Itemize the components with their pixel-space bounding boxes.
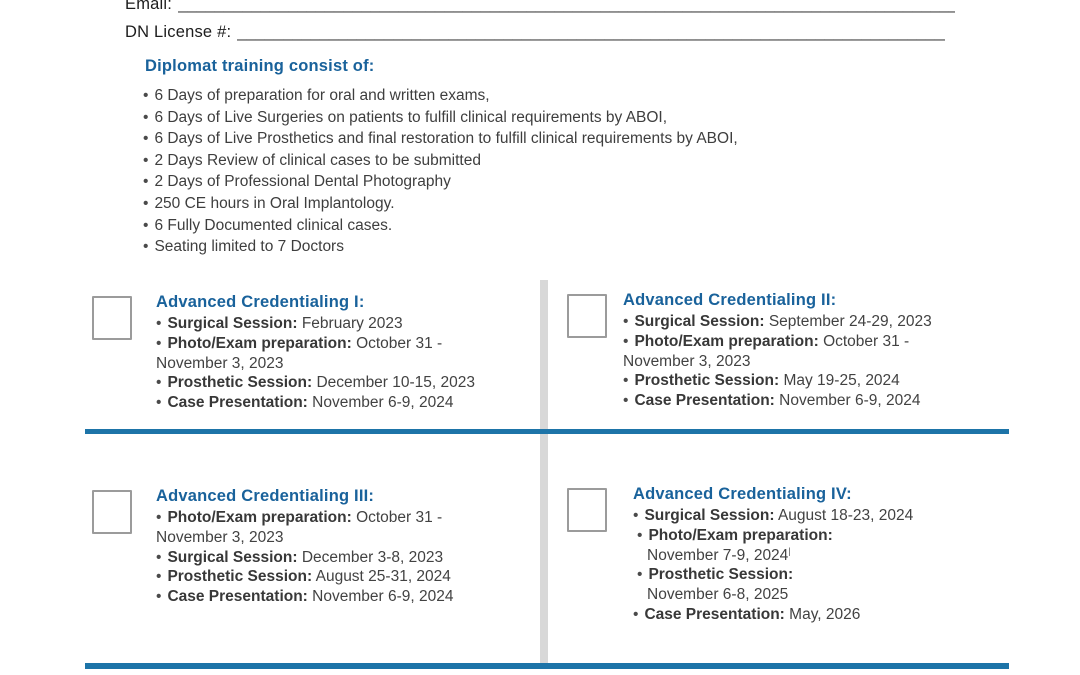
credentialing-4-details: Advanced Credentialing IV: • Surgical Ses…	[633, 485, 1001, 625]
session-line: • Surgical Session: August 18-23, 2024	[633, 507, 914, 524]
session-line: • Case Presentation: May, 2026	[633, 605, 861, 623]
session-line: • Prosthetic Session: November 6-8, 2025	[633, 565, 1001, 605]
session-line: • Photo/Exam preparation: October 31 - Nov…	[156, 508, 528, 548]
email-row: Email: _________________________________…	[125, 0, 955, 14]
session-line: • Photo/Exam preparation: November 7-9, 20…	[633, 526, 1001, 566]
session-line: • Case Presentation: November 6-9, 2024	[623, 392, 921, 410]
bullet-dot: •	[143, 238, 149, 256]
credentialing-2-checkbox[interactable]	[567, 294, 607, 338]
bullet-dot: •	[143, 87, 149, 104]
session-line: • Surgical Session: February 2023	[156, 315, 403, 332]
credentialing-3-details: Advanced Credentialing III: • Photo/Exam …	[156, 487, 528, 607]
credentialing-2-details: Advanced Credentialing II: • Surgical Ses…	[623, 291, 1001, 411]
bullet-dot: •	[143, 173, 149, 191]
session-line: • Photo/Exam preparation: October 31 - Nov…	[156, 334, 528, 374]
footnote-mark: |	[788, 545, 791, 556]
session-line-continuation: November 3, 2023	[623, 352, 751, 370]
credentialing-3-card: Advanced Credentialing III: • Photo/Exam …	[92, 487, 528, 607]
credentialing-2-title: Advanced Credentialing II:	[623, 291, 837, 309]
bullet-dot: •	[156, 374, 162, 392]
session-line: • Case Presentation: November 6-9, 2024	[156, 394, 454, 412]
intro-bullet: • 2 Days Review of clinical cases to be s…	[143, 151, 481, 169]
intro-bullet: • 6 Days of Live Surgeries on patients to…	[143, 108, 668, 126]
intro-bullet: • Seating limited to 7 Doctors	[143, 238, 344, 256]
session-line-continuation: November 3, 2023	[156, 528, 284, 546]
session-line: • Prosthetic Session: December 10-15, 202…	[156, 374, 476, 392]
credentialing-1-details: Advanced Credentialing I: • Surgical Sess…	[156, 293, 528, 413]
row-divider-line	[85, 429, 1009, 434]
bottom-border-line	[85, 663, 1009, 669]
bullet-dot: •	[156, 548, 162, 566]
license-input-line[interactable]: ________________________________________…	[237, 23, 945, 41]
intro-bullet: • 6 Days of Live Prosthetics and final re…	[143, 130, 738, 148]
intro-heading: Diplomat training consist of:	[145, 57, 375, 75]
email-input-line[interactable]: ________________________________________…	[178, 0, 955, 13]
credentialing-3-title: Advanced Credentialing III:	[156, 487, 375, 505]
session-line-continuation: November 6-8, 2025	[647, 586, 789, 604]
training-intro: Diplomat training consist of: • 6 Days of…	[143, 57, 913, 258]
intro-bullet: • 6 Days of preparation for oral and writ…	[143, 87, 490, 104]
bullet-dot: •	[143, 216, 149, 234]
intro-bullet: • 6 Fully Documented clinical cases.	[143, 216, 393, 234]
column-divider	[540, 280, 548, 668]
session-line: • Case Presentation: November 6-9, 2024	[156, 588, 454, 606]
credentialing-4-card: Advanced Credentialing IV: • Surgical Ses…	[567, 485, 1001, 625]
credentialing-2-card: Advanced Credentialing II: • Surgical Ses…	[567, 291, 1001, 411]
bullet-dot: •	[156, 315, 162, 332]
bullet-dot: •	[156, 334, 162, 352]
credentialing-3-checkbox[interactable]	[92, 490, 132, 534]
bullet-dot: •	[143, 194, 149, 212]
email-label: Email:	[125, 0, 173, 13]
session-line: • Prosthetic Session: May 19-25, 2024	[623, 372, 900, 390]
bullet-dot: •	[156, 509, 162, 526]
intro-bullet: • 2 Days of Professional Dental Photograp…	[143, 173, 451, 191]
credentialing-4-checkbox[interactable]	[567, 488, 607, 532]
bullet-dot: •	[143, 130, 149, 148]
bullet-dot: •	[633, 605, 639, 623]
bullet-dot: •	[156, 588, 162, 606]
intro-bullet: • 250 CE hours in Oral Implantology.	[143, 194, 395, 212]
license-label: DN License #:	[125, 23, 232, 41]
bullet-dot: •	[637, 526, 643, 544]
credentialing-1-checkbox[interactable]	[92, 296, 132, 340]
session-line: • Prosthetic Session: August 25-31, 2024	[156, 568, 451, 586]
bullet-dot: •	[156, 568, 162, 586]
session-line: • Surgical Session: September 24-29, 2023	[623, 313, 932, 330]
credentialing-1-title: Advanced Credentialing I:	[156, 293, 365, 311]
bullet-dot: •	[637, 566, 643, 584]
license-row: DN License #: __________________________…	[125, 23, 945, 42]
bullet-dot: •	[623, 332, 629, 350]
credentialing-4-title: Advanced Credentialing IV:	[633, 485, 852, 503]
bullet-dot: •	[156, 394, 162, 412]
bullet-dot: •	[623, 392, 629, 410]
session-line-continuation: November 3, 2023	[156, 354, 284, 372]
bullet-dot: •	[633, 507, 639, 524]
session-line: • Photo/Exam preparation: October 31 - Nov…	[623, 332, 1001, 372]
intro-bullet-list: • 6 Days of preparation for oral and writ…	[143, 85, 913, 258]
session-line: • Surgical Session: December 3-8, 2023	[156, 548, 444, 566]
session-line-continuation: November 7-9, 2024|	[647, 545, 791, 564]
bullet-dot: •	[143, 151, 149, 169]
bullet-dot: •	[143, 108, 149, 126]
bullet-dot: •	[623, 372, 629, 390]
bullet-dot: •	[623, 313, 629, 330]
credentialing-1-card: Advanced Credentialing I: • Surgical Sess…	[92, 293, 528, 413]
